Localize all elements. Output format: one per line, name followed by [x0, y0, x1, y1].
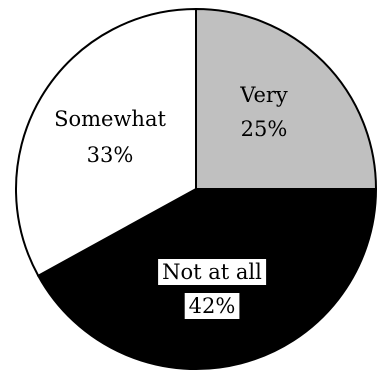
- label-box-not-at-all: [158, 259, 267, 285]
- pie-slice-very: [195, 7, 377, 190]
- pie-labels: Very 25% Not at all 42% Somewhat 33%: [54, 83, 288, 319]
- slice-percent-somewhat: 33%: [87, 143, 134, 167]
- label-box-not-at-all: [184, 293, 240, 319]
- slice-label-not-at-all: Not at all: [162, 260, 262, 284]
- slice-percent-very: 25%: [241, 117, 288, 141]
- slice-percent-not-at-all: 42%: [189, 294, 236, 318]
- slice-label-somewhat: Somewhat: [54, 107, 166, 131]
- slice-label-very: Very: [239, 83, 288, 107]
- pie-slice-somewhat: [15, 7, 197, 278]
